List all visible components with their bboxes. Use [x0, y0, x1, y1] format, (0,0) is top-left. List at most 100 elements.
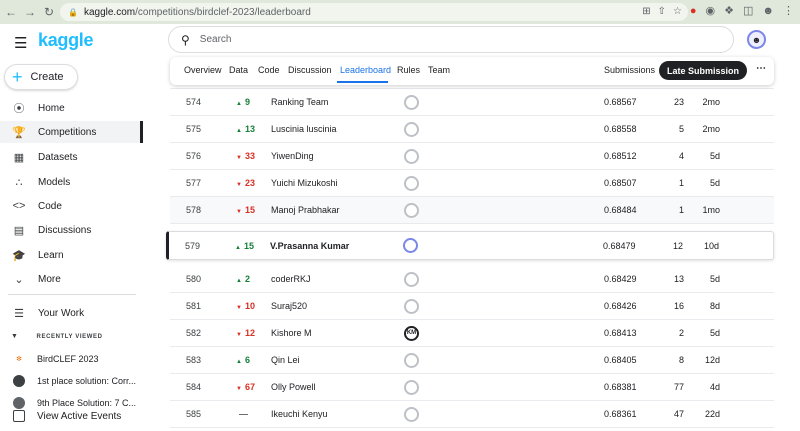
install-icon[interactable]: ⊞ [642, 6, 651, 17]
team-name[interactable]: Manoj Prabhakar [271, 205, 340, 215]
profile-icon[interactable]: ☻ [762, 4, 774, 17]
hamburger-icon[interactable]: ☰ [14, 35, 28, 52]
sidebar-item-competitions[interactable]: 🏆 Competitions [0, 121, 143, 143]
rank-change-cell: ▲ 6 [236, 355, 250, 365]
table-row[interactable]: 574 ▲ 9 Ranking Team 0.68567 23 2mo [170, 89, 774, 116]
team-name[interactable]: V.Prasanna Kumar [270, 240, 350, 251]
team-member-avatar[interactable] [404, 379, 419, 395]
sidebar-item-your-work[interactable]: ☰ Your Work [0, 302, 143, 324]
entries-cell: 23 [673, 97, 684, 107]
tab-data[interactable]: Data [229, 65, 249, 75]
search-input[interactable]: Search [199, 34, 232, 45]
team-name[interactable]: Kishore M [271, 328, 312, 338]
tab-code[interactable]: Code [258, 65, 280, 75]
rank-change-cell: ▼ 33 [236, 151, 255, 161]
score-cell: 0.68484 [604, 205, 637, 215]
discussion-icon: ▤ [13, 224, 25, 237]
tab-leaderboard[interactable]: Leaderboard [340, 65, 392, 75]
score-cell: 0.68567 [604, 97, 637, 107]
create-button[interactable]: + Create [4, 64, 78, 90]
team-name[interactable]: Ikeuchi Kenyu [271, 409, 328, 419]
tab-overview[interactable]: Overview [184, 65, 222, 75]
extensions-area: ● ◉ ❖ ◫ ☻ ⋮ [689, 4, 794, 18]
table-row[interactable]: 583 ▲ 6 Qin Lei 0.68405 8 12d [170, 347, 774, 374]
team-member-avatar[interactable] [404, 202, 419, 218]
tab-rules[interactable]: Rules [397, 65, 421, 75]
kaggle-logo[interactable]: kaggle [38, 30, 94, 50]
score-cell: 0.68512 [604, 151, 637, 161]
sidebar-item-more[interactable]: ⌄ More [0, 268, 143, 290]
team-name[interactable]: YiwenDing [271, 151, 314, 161]
table-row[interactable]: 576 ▼ 33 YiwenDing 0.68512 4 5d [170, 143, 774, 170]
rank-cell: 574 [186, 97, 202, 107]
score-cell: 0.68381 [604, 382, 637, 392]
recent-item[interactable]: ✼ BirdCLEF 2023 [0, 349, 145, 369]
team-name[interactable]: Olly Powell [271, 382, 316, 392]
plus-icon: + [12, 67, 23, 87]
recent-item[interactable]: 9th Place Solution: 7 C... [0, 393, 145, 413]
tab-discussion[interactable]: Discussion [288, 65, 332, 75]
sidebar-item-learn[interactable]: 🎓 Learn [0, 244, 143, 266]
team-member-avatar[interactable] [404, 94, 419, 110]
table-row[interactable]: 580 ▲ 2 coderRKJ 0.68429 13 5d [170, 266, 774, 293]
sidebar-item-label: Competitions [38, 126, 97, 138]
table-row-current-user[interactable]: 579 ▲ 15 V.Prasanna Kumar 0.68479 12 10d [166, 231, 774, 260]
url-path: /competitions/birdclef-2023/leaderboard [135, 6, 311, 18]
side-panel-icon[interactable]: ◫ [743, 5, 754, 17]
team-member-avatar[interactable] [404, 352, 419, 368]
entries-cell: 2 [678, 328, 684, 338]
table-row[interactable]: 584 ▼ 67 Olly Powell 0.68381 77 4d [170, 374, 774, 401]
team-name[interactable]: Suraj520 [271, 301, 308, 311]
share-icon[interactable]: ⇧ [657, 6, 667, 17]
team-member-avatar[interactable] [403, 238, 418, 253]
reload-icon[interactable]: ↻ [43, 5, 55, 19]
competition-tabbar: Overview Data Code Discussion Leaderboar… [170, 57, 774, 85]
team-member-avatar[interactable]: KM [404, 325, 419, 341]
collapse-chevron-icon[interactable]: ▼ [11, 333, 19, 340]
recent-item[interactable]: 1st place solution: Corr... [0, 371, 145, 391]
search-bar[interactable]: ⚲ Search [168, 26, 734, 53]
team-name[interactable]: coderRKJ [271, 274, 311, 284]
team-member-avatar[interactable] [404, 148, 419, 164]
table-row[interactable]: 585 — Ikeuchi Kenyu 0.68361 47 22d [170, 401, 774, 428]
view-active-events[interactable]: View Active Events [0, 406, 145, 426]
arrow-down-icon: ▼ [236, 332, 242, 338]
team-member-avatar[interactable] [404, 271, 419, 287]
team-name[interactable]: Ranking Team [271, 97, 329, 107]
table-row[interactable]: 575 ▲ 13 Luscinia luscinia 0.68558 5 2mo [170, 116, 774, 143]
tab-team[interactable]: Team [428, 65, 451, 75]
back-icon[interactable]: ← [5, 5, 17, 19]
sidebar-item-models[interactable]: ∴ Models [0, 171, 143, 193]
late-submission-button[interactable]: Late Submission [659, 61, 747, 80]
team-member-avatar[interactable] [404, 121, 419, 137]
rank-change-cell: ▼ 23 [236, 178, 255, 188]
rank-change-value: 2 [244, 274, 250, 284]
browser-toolbar: ← → ↻ 🔒 kaggle.com/competitions/birdclef… [0, 0, 800, 24]
sidebar-item-home[interactable]: ⦿ Home [0, 97, 143, 119]
table-row[interactable]: 578 ▼ 15 Manoj Prabhakar 0.68484 1 1mo [170, 197, 774, 224]
forward-icon[interactable]: → [24, 5, 36, 19]
extension-2-icon[interactable]: ◉ [705, 5, 716, 17]
team-name[interactable]: Qin Lei [271, 355, 300, 365]
table-row[interactable]: 582 ▼ 12 Kishore M KM 0.68413 2 5d [170, 320, 774, 347]
browser-menu-icon[interactable]: ⋮ [783, 5, 794, 17]
team-member-avatar[interactable] [404, 406, 419, 422]
team-name[interactable]: Luscinia luscinia [271, 124, 337, 134]
puzzle-icon[interactable]: ❖ [724, 5, 735, 17]
sidebar-item-datasets[interactable]: ▦ Datasets [0, 146, 143, 168]
submissions-link[interactable]: Submissions [604, 65, 656, 75]
bookmark-star-icon[interactable]: ☆ [673, 6, 682, 17]
table-row[interactable]: 581 ▼ 10 Suraj520 0.68426 16 8d [170, 293, 774, 320]
team-member-avatar[interactable] [404, 298, 419, 314]
address-bar[interactable]: 🔒 kaggle.com/competitions/birdclef-2023/… [60, 3, 688, 21]
user-avatar[interactable]: ☻ [747, 30, 766, 49]
rank-change-cell: ▼ 10 [236, 301, 255, 311]
sidebar-item-discussions[interactable]: ▤ Discussions [0, 219, 143, 241]
more-options-icon[interactable]: ⋯ [756, 63, 766, 74]
team-member-avatar[interactable] [404, 175, 419, 191]
sidebar-item-code[interactable]: <> Code [0, 195, 143, 217]
extension-icon[interactable]: ● [689, 4, 697, 17]
team-name[interactable]: Yuichi Mizukoshi [271, 178, 338, 188]
rank-change-cell: ▼ 12 [236, 328, 255, 338]
table-row[interactable]: 577 ▼ 23 Yuichi Mizukoshi 0.68507 1 5d [170, 170, 774, 197]
